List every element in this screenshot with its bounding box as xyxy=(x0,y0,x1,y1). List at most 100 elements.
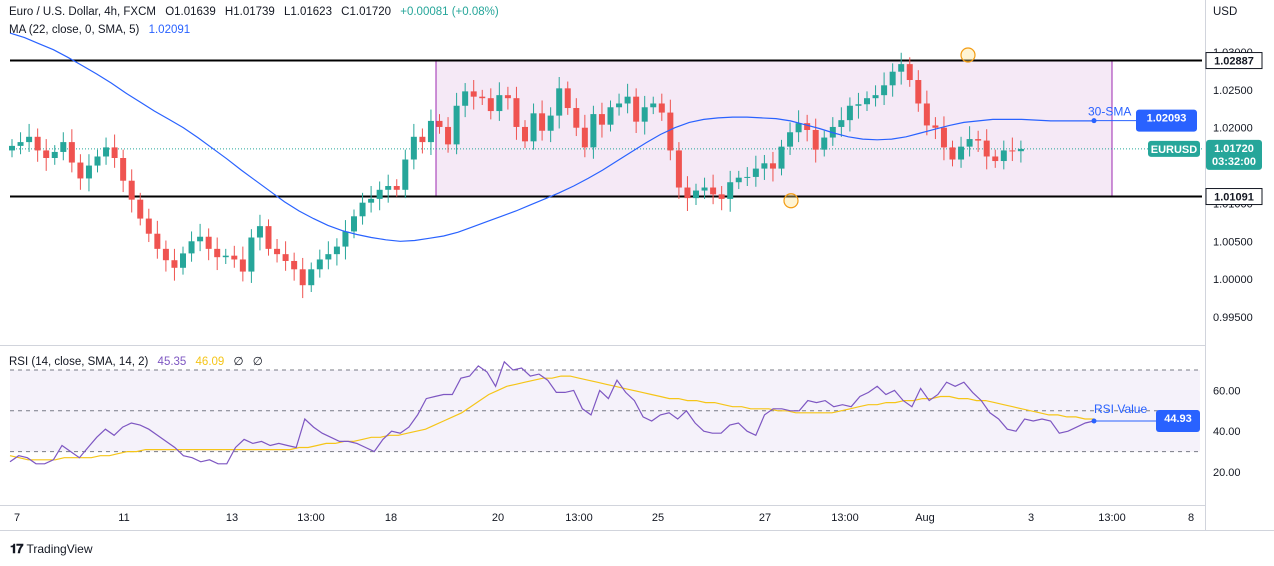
price-tick-label: 1.00000 xyxy=(1213,274,1253,286)
symbol-price-tag-box xyxy=(1148,140,1200,157)
rsi-ma-line xyxy=(9,375,1094,461)
currency-label: USD xyxy=(1213,6,1238,18)
tradingview-brand: TradingView xyxy=(26,542,93,556)
time-tick-label: 27 xyxy=(759,512,771,524)
candle-body xyxy=(1017,148,1024,152)
candle-body xyxy=(51,151,58,158)
touch-marker xyxy=(960,47,976,63)
candle-body xyxy=(795,123,802,133)
candle-body xyxy=(128,180,135,200)
resistance-price-label-text: 1.02887 xyxy=(1214,56,1254,68)
candle-body xyxy=(624,96,631,104)
candle-body xyxy=(487,98,494,112)
candle-body xyxy=(171,260,178,268)
candle-body xyxy=(120,158,127,181)
last-price-label-text: 03:32:00 xyxy=(1212,156,1256,168)
candle-body xyxy=(872,95,879,99)
candle-body xyxy=(180,253,186,268)
ohlc-high: H1.01739 xyxy=(224,6,275,18)
candle-body xyxy=(43,150,50,158)
candle-body xyxy=(103,147,110,157)
candle-body xyxy=(17,142,24,146)
candle-body xyxy=(915,80,922,104)
candle-body xyxy=(932,125,939,128)
candle-body xyxy=(846,105,853,121)
candle-body xyxy=(265,226,272,249)
candle-body xyxy=(368,198,375,203)
candle-body xyxy=(650,103,657,108)
candle-body xyxy=(983,140,990,157)
candle-body xyxy=(34,136,41,151)
rsi-value-label-box xyxy=(1156,410,1200,432)
candle-body xyxy=(385,186,392,190)
candle-body xyxy=(26,136,33,143)
candle-body xyxy=(513,98,520,127)
rsi-title: RSI (14, close, SMA, 14, 2) xyxy=(9,356,149,368)
candle-body xyxy=(633,96,640,122)
rsi-extra-2: ∅ xyxy=(252,356,263,368)
symbol-price-tag-text: EURUSD xyxy=(1151,144,1198,156)
candle-body xyxy=(479,96,486,99)
candle-body xyxy=(188,241,195,254)
resistance-price-label-box xyxy=(1206,52,1262,69)
rsi-tick-label: 40.00 xyxy=(1213,426,1241,438)
candle-body xyxy=(898,64,905,72)
candle-body xyxy=(231,255,238,260)
candle-body xyxy=(881,85,888,96)
candle-body xyxy=(778,146,785,169)
candle-body xyxy=(274,248,281,255)
candle-body xyxy=(761,163,768,169)
candle-body xyxy=(214,248,221,258)
range-box xyxy=(435,60,1113,198)
candle-body xyxy=(684,187,691,199)
price-tick-label: 1.00500 xyxy=(1213,236,1253,248)
ma-price-label-box xyxy=(1136,109,1197,132)
time-tick-label: Aug xyxy=(915,512,935,524)
ma-legend: MA (22, close, 0, SMA, 5) 1.02091 xyxy=(9,24,190,36)
candle-body xyxy=(419,136,426,143)
candle-body xyxy=(94,156,101,166)
tradingview-footer[interactable]: 𝟏𝟕 TradingView xyxy=(10,541,93,557)
candle-body xyxy=(445,126,452,145)
time-tick-label: 20 xyxy=(492,512,504,524)
candle-body xyxy=(308,269,315,286)
candle-body xyxy=(710,187,717,195)
candle-body xyxy=(667,112,674,151)
candle-body xyxy=(975,139,982,141)
candle-body xyxy=(598,114,605,125)
candle-body xyxy=(727,182,734,199)
candle-body xyxy=(9,145,15,151)
candle-body xyxy=(581,127,588,148)
candle-body xyxy=(855,104,862,106)
time-tick-label: 8 xyxy=(1188,512,1194,524)
candle-body xyxy=(333,246,340,255)
candle-body xyxy=(162,248,169,261)
candle-body xyxy=(222,255,229,258)
candle-body xyxy=(573,108,580,128)
rsi-annotation: RSI Value xyxy=(1094,402,1147,416)
ma-value: 1.02091 xyxy=(148,24,191,36)
candle-body xyxy=(137,199,144,219)
candle-body xyxy=(205,236,212,249)
ohlc-open: O1.01639 xyxy=(165,6,216,18)
time-tick-label: 13:00 xyxy=(297,512,325,524)
candle-body xyxy=(68,142,75,163)
candle-body xyxy=(564,88,571,109)
ma-price-label-text: 1.02093 xyxy=(1147,113,1187,125)
candle-body xyxy=(60,142,67,152)
symbol-title: Euro / U.S. Dollar, 4h, FXCM xyxy=(9,6,156,18)
candle-body xyxy=(248,237,255,272)
last-price-label-text: 1.01720 xyxy=(1214,143,1254,155)
price-tick-label: 0.99500 xyxy=(1213,312,1253,324)
candle-body xyxy=(992,156,999,162)
candle-body xyxy=(410,136,417,160)
candle-body xyxy=(787,132,794,147)
time-tick-label: 25 xyxy=(652,512,664,524)
resistance-label-outline xyxy=(1205,52,1263,70)
candle-body xyxy=(496,95,503,112)
candle-body xyxy=(256,226,263,238)
candle-body xyxy=(453,105,460,145)
rsi-extra-1: ∅ xyxy=(233,356,244,368)
candle-body xyxy=(693,190,699,199)
